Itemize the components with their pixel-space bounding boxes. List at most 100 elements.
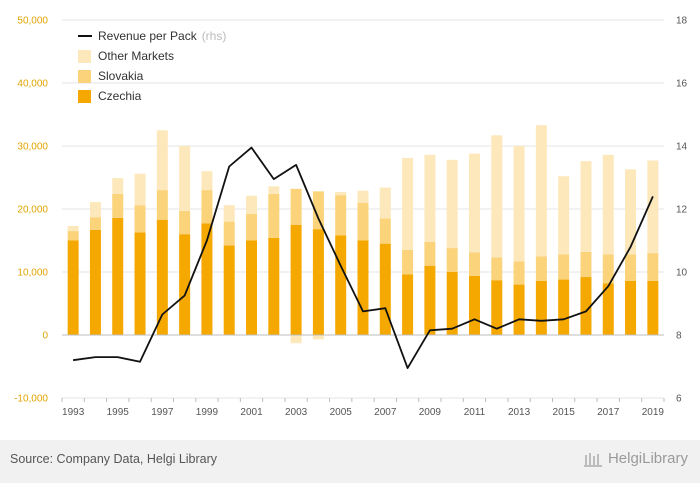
bars: [67, 125, 659, 344]
x-tick-label: 2001: [240, 407, 263, 418]
bar-slovakia: [513, 261, 525, 285]
bar-other-markets: [246, 195, 258, 215]
bar-other-markets: [379, 187, 391, 219]
bar-czechia: [201, 223, 213, 335]
x-tick-label: 2005: [330, 407, 353, 418]
bar-czechia: [424, 265, 436, 335]
y-tick-left: 0: [42, 331, 48, 342]
y-axis-left: -10,000 0 10,000 20,000 30,000 40,000 50,000: [14, 16, 48, 405]
bar-other-markets: [357, 190, 369, 203]
y-tick-right: 6: [676, 394, 682, 405]
bar-czechia: [223, 245, 235, 335]
bar-slovakia: [491, 257, 503, 281]
bar-other-markets: [179, 146, 191, 211]
bar-other-markets: [89, 202, 101, 218]
bar-czechia: [402, 274, 414, 335]
bar-other-markets: [625, 169, 637, 255]
bar-slovakia: [379, 218, 391, 244]
bar-other-markets: [312, 335, 324, 340]
bar-other-markets: [446, 159, 458, 249]
bar-czechia: [268, 237, 280, 335]
bar-slovakia: [246, 214, 258, 241]
revenue-per-pack-line: [72, 146, 654, 370]
x-tick-label: 1995: [107, 407, 130, 418]
bar-other-markets: [402, 157, 414, 250]
bar-czechia: [134, 232, 146, 335]
bar-other-markets: [223, 205, 235, 222]
bar-slovakia: [201, 190, 213, 224]
bar-slovakia: [89, 217, 101, 230]
bar-czechia: [558, 279, 570, 335]
bar-slovakia: [558, 254, 570, 280]
bar-other-markets: [156, 130, 168, 191]
bar-other-markets: [491, 135, 503, 258]
bar-czechia: [156, 219, 168, 335]
bar-czechia: [179, 234, 191, 335]
bar-czechia: [446, 272, 458, 335]
x-tick-label: 1999: [196, 407, 219, 418]
legend-rhs-note: (rhs): [202, 29, 227, 43]
bar-slovakia: [67, 231, 79, 241]
bar-czechia: [535, 280, 547, 335]
bar-slovakia: [402, 249, 414, 275]
x-tick-label: 2017: [597, 407, 620, 418]
legend-label: Czechia: [98, 89, 142, 103]
x-tick-label: 2007: [374, 407, 397, 418]
bar-czechia: [468, 275, 480, 335]
bar-slovakia: [357, 202, 369, 241]
x-tick-label: 2011: [464, 407, 486, 418]
line-series: [72, 146, 654, 370]
bar-other-markets: [290, 335, 302, 344]
bar-czechia: [335, 235, 347, 335]
bar-czechia: [491, 280, 503, 335]
library-icon: [583, 453, 602, 468]
y-tick-left: 20,000: [17, 205, 48, 216]
bar-other-markets: [580, 161, 592, 252]
y-tick-right: 8: [676, 331, 682, 342]
y-axis-right: 6 8 10 12 14 16 18: [676, 16, 688, 405]
bar-slovakia: [179, 210, 191, 235]
legend-label: Slovakia: [98, 69, 144, 83]
bar-slovakia: [290, 188, 302, 225]
y-tick-left: 10,000: [17, 268, 48, 279]
x-tick-label: 2019: [642, 407, 665, 418]
y-tick-left: 30,000: [17, 142, 48, 153]
brand-name: HelgiLibrary: [607, 450, 688, 467]
chart: -10,000 0 10,000 20,000 30,000 40,000 50,000 6…: [14, 16, 688, 419]
bar-other-markets: [335, 191, 347, 196]
bar-slovakia: [312, 191, 324, 230]
bar-other-markets: [513, 146, 525, 262]
bar-czechia: [290, 224, 302, 335]
x-tick-label: 1993: [62, 407, 85, 418]
y-tick-right: 10: [676, 268, 688, 279]
bar-slovakia: [647, 253, 659, 281]
bar-other-markets: [67, 226, 79, 232]
y-tick-right: 12: [676, 205, 688, 216]
bar-slovakia: [446, 248, 458, 272]
y-tick-left: -10,000: [14, 394, 48, 405]
bar-other-markets: [112, 178, 124, 194]
y-tick-right: 14: [676, 142, 688, 153]
legend-swatch: [78, 70, 91, 83]
x-tick-label: 2003: [285, 407, 308, 418]
legend-label-revenue-per-pack: Revenue per Pack: [98, 29, 198, 43]
y-tick-right: 18: [676, 16, 688, 27]
bar-other-markets: [647, 160, 659, 254]
bar-slovakia: [134, 205, 146, 233]
y-tick-left: 40,000: [17, 79, 48, 90]
bar-slovakia: [468, 252, 480, 276]
y-tick-left: 50,000: [17, 16, 48, 27]
x-tick-label: 1997: [151, 407, 174, 418]
bar-czechia: [112, 217, 124, 335]
bar-slovakia: [580, 251, 592, 278]
legend-swatch: [78, 90, 91, 103]
bar-other-markets: [268, 186, 280, 194]
source-note: Source: Company Data, Helgi Library: [10, 452, 218, 466]
bar-slovakia: [535, 256, 547, 281]
x-tick-label: 2009: [419, 407, 442, 418]
bar-other-markets: [134, 173, 146, 206]
bar-slovakia: [156, 190, 168, 220]
bar-slovakia: [335, 195, 347, 236]
bar-czechia: [357, 240, 369, 335]
bar-other-markets: [201, 171, 213, 191]
